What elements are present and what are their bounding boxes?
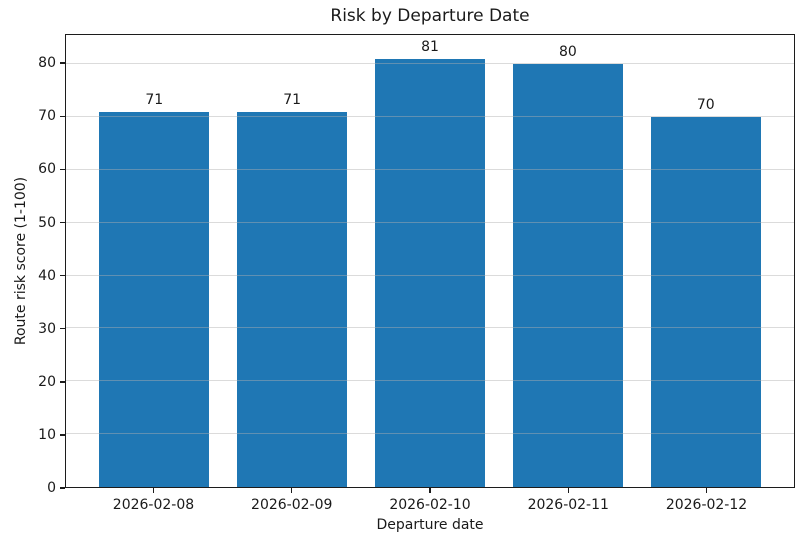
bar-2026-02-10 [374, 58, 486, 487]
x-tick-label: 2026-02-12 [665, 497, 748, 513]
x-tick-label: 2026-02-08 [112, 497, 195, 513]
bar-value-label: 81 [421, 38, 439, 55]
x-tick-mark [429, 488, 431, 493]
gridline-y-10 [66, 433, 794, 435]
y-tick-mark [60, 168, 65, 171]
bar-value-label: 80 [558, 44, 577, 61]
y-tick-mark [60, 274, 65, 277]
x-tick-mark [705, 488, 708, 493]
y-tick-label: 60 [38, 161, 56, 178]
bar-value-label: 70 [696, 96, 715, 113]
gridline-y-80 [66, 63, 794, 65]
x-tick-label: 2026-02-10 [389, 497, 471, 513]
y-tick-label: 70 [38, 108, 56, 125]
bar-2026-02-09 [236, 111, 348, 487]
x-tick-mark [567, 488, 569, 493]
bar-2026-02-08 [99, 111, 210, 487]
y-tick-label: 80 [38, 55, 56, 72]
plot-area: 71 71 81 80 70 [65, 34, 795, 488]
chart-title: Risk by Departure Date [330, 6, 530, 26]
y-tick-label: 0 [47, 480, 56, 496]
y-tick-label: 30 [38, 320, 56, 337]
y-tick-mark [60, 221, 65, 224]
gridline-y-70 [66, 115, 794, 117]
gridline-y-40 [66, 274, 794, 276]
bar-2026-02-11 [512, 64, 624, 487]
x-tick-label: 2026-02-11 [527, 497, 609, 513]
gridline-y-50 [66, 221, 794, 223]
y-tick-mark [60, 115, 65, 118]
y-tick-mark [60, 381, 65, 383]
y-tick-label: 20 [38, 373, 56, 390]
gridline-y-30 [66, 327, 794, 329]
x-axis-label: Departure date [376, 517, 484, 533]
y-tick-label: 40 [38, 267, 56, 284]
x-tick-mark [290, 488, 293, 493]
gridline-y-20 [66, 380, 794, 382]
gridline-y-60 [66, 168, 794, 170]
y-tick-label: 50 [38, 214, 56, 231]
x-tick-label: 2026-02-09 [251, 497, 333, 513]
bar-2026-02-12 [650, 116, 761, 487]
y-tick-mark [60, 487, 65, 489]
bar-value-label: 71 [283, 91, 302, 108]
y-tick-label: 10 [38, 426, 56, 443]
y-tick-mark [60, 434, 65, 436]
bar-value-label: 71 [145, 91, 164, 108]
y-tick-mark [60, 62, 65, 64]
x-tick-mark [152, 488, 155, 493]
y-tick-mark [60, 327, 65, 330]
